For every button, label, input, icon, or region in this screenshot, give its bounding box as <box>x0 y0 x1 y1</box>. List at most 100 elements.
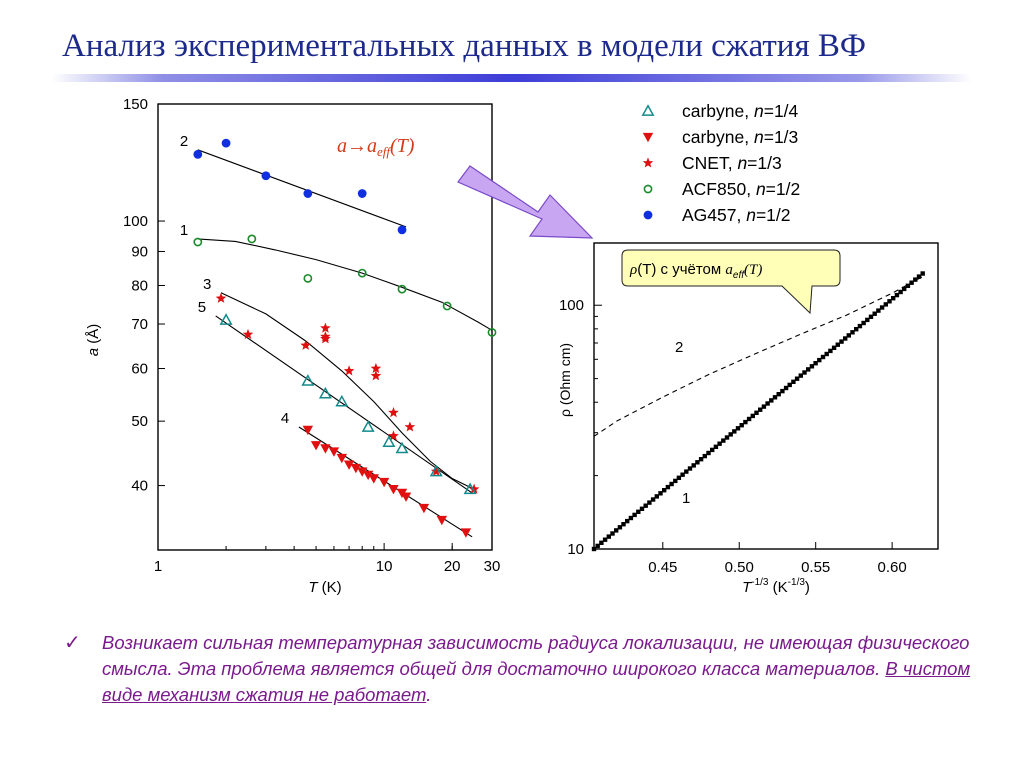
curve-label-1: 1 <box>180 222 188 239</box>
fit-line-5 <box>215 315 473 494</box>
x-tick-label: 0.45 <box>648 559 677 576</box>
y-tick-label: 90 <box>131 243 148 260</box>
data-point-1 <box>397 284 407 294</box>
curve-1-marker <box>754 410 759 415</box>
curve-1-marker <box>632 512 637 518</box>
data-point-5 <box>463 482 477 495</box>
data-point-1 <box>487 327 497 337</box>
curve-label-5: 5 <box>198 299 206 316</box>
data-point-3 <box>343 365 355 376</box>
fit-line-2 <box>197 149 407 228</box>
data-point-3 <box>320 322 331 333</box>
curve-1-marker <box>791 379 796 384</box>
curve-1-marker <box>909 280 914 285</box>
conclusion-text: Возникает сильная температурная зависимо… <box>102 630 994 708</box>
curve-1-marker <box>783 385 789 391</box>
data-point-4 <box>368 474 379 484</box>
curve-1-marker <box>920 271 925 276</box>
callout-box <box>621 249 841 315</box>
curve-1-marker <box>665 484 671 490</box>
curve-1-marker <box>650 497 656 502</box>
data-point-4 <box>343 460 355 470</box>
curve-1-marker <box>820 354 826 360</box>
curve-1-marker <box>780 388 785 394</box>
curve-1-marker <box>698 457 704 462</box>
curve-1-marker <box>625 518 630 524</box>
x-tick-label: 0.50 <box>725 559 754 576</box>
curve-1-marker <box>876 308 881 313</box>
curve-1-marker <box>772 395 778 400</box>
data-point-4 <box>350 463 362 474</box>
data-point-5 <box>395 441 409 454</box>
curve-1-marker <box>621 522 626 527</box>
legend-marker <box>641 104 655 116</box>
curve-1-marker <box>721 438 726 443</box>
curve-1-marker <box>898 289 903 295</box>
data-point-4 <box>378 477 390 488</box>
data-point-5 <box>301 374 315 386</box>
data-point-4 <box>460 528 472 538</box>
aeff-annotation: a→aeff(T) <box>337 135 415 159</box>
curve-1-marker <box>843 336 848 341</box>
curve-1-marker <box>813 361 818 366</box>
data-point-2 <box>397 225 407 235</box>
y-tick-label: 80 <box>131 277 148 294</box>
title-divider <box>52 74 972 82</box>
data-point-2 <box>221 138 231 148</box>
curve-1-marker <box>647 500 652 505</box>
curve-1-marker <box>728 432 733 437</box>
data-point-3 <box>242 328 254 340</box>
curve-1-marker <box>735 426 741 431</box>
curve-1-marker <box>828 348 833 354</box>
check-icon: ✓ <box>64 632 81 654</box>
curve-1-marker <box>802 370 807 375</box>
curve-1-marker <box>905 283 911 288</box>
data-point-2 <box>193 149 203 159</box>
curve-1-marker <box>610 531 615 536</box>
curve-1-marker <box>769 398 774 403</box>
curve-1-marker <box>606 534 611 539</box>
left-chart-points <box>193 138 497 538</box>
data-point-4 <box>302 425 314 436</box>
legend-label: carbyne, n=1/3 <box>682 127 798 147</box>
curve-1-marker <box>643 503 648 508</box>
data-point-4 <box>310 441 322 451</box>
data-point-3 <box>468 483 480 494</box>
data-point-3 <box>215 292 227 303</box>
legend-label: CNET, n=1/3 <box>682 153 782 173</box>
x-tick-label: 0.60 <box>878 559 907 576</box>
curve-1-marker <box>636 509 641 514</box>
curve-1-marker <box>702 453 707 459</box>
curve-1-marker <box>824 351 829 357</box>
data-point-1 <box>442 301 452 311</box>
data-point-2 <box>303 189 313 198</box>
data-point-4 <box>320 444 331 454</box>
curve-1-marker <box>787 382 792 388</box>
curve-1-marker <box>706 450 711 456</box>
curve-1-marker <box>887 299 892 304</box>
curve-1-marker <box>758 407 763 412</box>
legend-label: carbyne, n=1/4 <box>682 101 799 121</box>
right-chart-markers <box>591 271 925 552</box>
curve-1-marker <box>595 543 600 549</box>
left-chart-ticks: 1 10 20 30 150 100 90 80 70 60 50 40 <box>123 96 500 575</box>
curve-1-marker <box>776 392 781 397</box>
left-chart-fit-lines <box>197 149 493 538</box>
y-tick-label: 40 <box>131 478 148 495</box>
curve-label-2: 2 <box>675 339 683 356</box>
curve-1-marker <box>676 475 682 480</box>
data-point-4 <box>418 503 430 514</box>
curve-1-marker <box>798 373 803 378</box>
curve-1-marker <box>599 540 604 545</box>
conclusion-emphasis: В чистом виде механизм сжатия не работае… <box>102 658 971 705</box>
curve-1-marker <box>865 317 870 323</box>
curve-1-marker <box>654 494 659 499</box>
data-point-4 <box>400 492 412 502</box>
y-tick-label: 100 <box>559 297 584 314</box>
right-x-axis-label: T-1/3 (K-1/3) <box>742 577 810 596</box>
curve-1-marker <box>835 342 840 347</box>
curve-1-marker <box>765 401 770 406</box>
curve-1-marker <box>891 296 896 301</box>
curve-1-marker <box>673 478 678 484</box>
